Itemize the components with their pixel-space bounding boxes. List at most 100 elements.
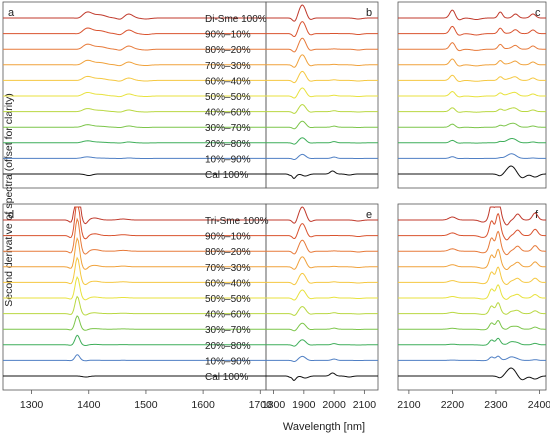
series-line-bottom-right-1 (398, 212, 546, 241)
series-line-top-left-3 (3, 59, 266, 67)
series-line-bottom-right-8 (398, 337, 546, 346)
series-label-bottom-3: 70%–30% (205, 263, 251, 274)
series-line-bottom-left-6 (3, 295, 266, 316)
panel-label-c: c (535, 7, 541, 19)
series-line-top-mid-0 (266, 4, 378, 22)
series-line-bottom-left-9 (3, 354, 266, 362)
x-tick-label-mid-1: 1900 (292, 399, 316, 411)
series-line-top-left-0 (3, 11, 266, 20)
x-tick-label-left-3: 1600 (191, 399, 215, 411)
series-line-top-left-7 (3, 124, 266, 129)
series-line-top-left-6 (3, 108, 266, 113)
x-tick-label-left-1: 1400 (77, 399, 101, 411)
series-label-bottom-9: 10%–90% (205, 356, 251, 367)
series-line-bottom-mid-9 (266, 355, 378, 362)
series-line-bottom-left-2 (3, 217, 266, 255)
panel-label-a: a (8, 7, 15, 19)
series-line-top-mid-2 (266, 37, 378, 53)
series-label-top-1: 90%–10% (205, 30, 251, 41)
x-tick-label-mid-0: 1800 (262, 399, 286, 411)
series-line-bottom-left-0 (3, 206, 266, 225)
series-label-top-4: 60%–40% (205, 76, 251, 87)
series-line-top-right-1 (398, 25, 546, 36)
series-line-bottom-right-5 (398, 284, 546, 300)
series-line-top-right-2 (398, 42, 546, 52)
series-label-bottom-6: 40%–60% (205, 310, 251, 321)
series-label-bottom-5: 50%–50% (205, 294, 251, 305)
series-line-top-right-6 (398, 107, 546, 113)
series-line-bottom-mid-5 (266, 289, 378, 301)
series-line-top-mid-6 (266, 104, 378, 114)
series-line-bottom-right-6 (398, 302, 546, 315)
series-label-top-10: Cal 100% (205, 170, 248, 181)
series-line-top-left-2 (3, 43, 266, 51)
series-label-bottom-10: Cal 100% (205, 372, 248, 383)
x-tick-label-right-0: 2100 (397, 399, 421, 411)
panel-label-b: b (366, 7, 372, 19)
series-label-bottom-2: 80%–20% (205, 247, 251, 258)
series-line-top-right-10 (398, 165, 547, 179)
series-line-bottom-mid-1 (266, 223, 378, 240)
series-line-top-mid-3 (266, 54, 378, 68)
series-labels: Di-Sme 100% 90%–10% 80%–20% 70%–30% 60%–40% 5… (205, 14, 269, 383)
series-line-top-right-9 (398, 153, 546, 160)
series-label-top-9: 10%–90% (205, 154, 251, 165)
series-label-bottom-8: 20%–80% (205, 341, 251, 352)
series-line-bottom-left-1 (3, 206, 266, 240)
series-label-bottom-0: Tri-Sme 100% (205, 216, 269, 227)
series-line-top-mid-5 (266, 87, 378, 99)
series-line-bottom-mid-0 (266, 206, 378, 224)
panel-f-frame (397, 203, 547, 391)
panel-label-e: e (366, 209, 372, 221)
x-tick-label-left-2: 1500 (134, 399, 158, 411)
x-tick-label-left-0: 1300 (20, 399, 44, 411)
series-line-bottom-left-5 (3, 276, 266, 301)
x-tick-label-mid-3: 2100 (353, 399, 377, 411)
series-line-bottom-right-4 (398, 266, 546, 285)
series-line-top-left-10 (3, 173, 266, 176)
series-line-bottom-right-2 (398, 230, 546, 256)
series-line-top-left-5 (3, 91, 266, 98)
panel-b-frame (265, 1, 379, 189)
x-tick-label-right-3: 2400 (528, 399, 550, 411)
series-line-bottom-right-0 (398, 206, 546, 226)
series-line-top-right-3 (398, 58, 546, 67)
spectra-traces (3, 4, 547, 381)
series-line-bottom-mid-7 (266, 322, 378, 332)
series-line-bottom-mid-6 (266, 306, 378, 316)
series-line-top-mid-10 (266, 170, 378, 179)
series-line-bottom-right-10 (398, 367, 547, 381)
series-label-top-2: 80%–20% (205, 45, 251, 56)
series-line-top-left-8 (3, 140, 266, 144)
series-line-bottom-left-4 (3, 256, 266, 286)
series-label-bottom-4: 60%–40% (205, 278, 251, 289)
series-label-top-0: Di-Sme 100% (205, 14, 267, 25)
series-line-top-right-4 (398, 74, 546, 82)
panel-e-frame (265, 203, 379, 391)
x-tick-label-left-4: 1700 (249, 399, 273, 411)
series-line-top-right-7 (398, 122, 546, 129)
panel-label-d: d (8, 209, 14, 221)
series-line-top-mid-7 (266, 120, 378, 130)
series-label-bottom-1: 90%–10% (205, 232, 251, 243)
x-axis-label: Wavelength [nm] (283, 421, 365, 433)
series-line-top-mid-8 (266, 137, 378, 145)
series-line-bottom-mid-3 (266, 256, 378, 270)
series-line-bottom-mid-2 (266, 239, 378, 255)
series-label-top-8: 20%–80% (205, 139, 251, 150)
series-line-bottom-left-7 (3, 315, 266, 331)
series-line-top-mid-1 (266, 21, 378, 38)
series-line-bottom-right-7 (398, 319, 546, 331)
series-line-top-mid-4 (266, 70, 378, 84)
series-label-top-7: 30%–70% (205, 123, 251, 134)
series-line-top-right-5 (398, 91, 546, 98)
series-line-bottom-mid-10 (266, 372, 378, 381)
series-line-bottom-left-10 (3, 375, 266, 378)
series-line-bottom-left-3 (3, 236, 266, 270)
x-tick-label-right-1: 2200 (441, 399, 465, 411)
series-line-top-left-9 (3, 156, 266, 160)
series-label-top-5: 50%–50% (205, 92, 251, 103)
x-tick-label-right-2: 2300 (484, 399, 508, 411)
